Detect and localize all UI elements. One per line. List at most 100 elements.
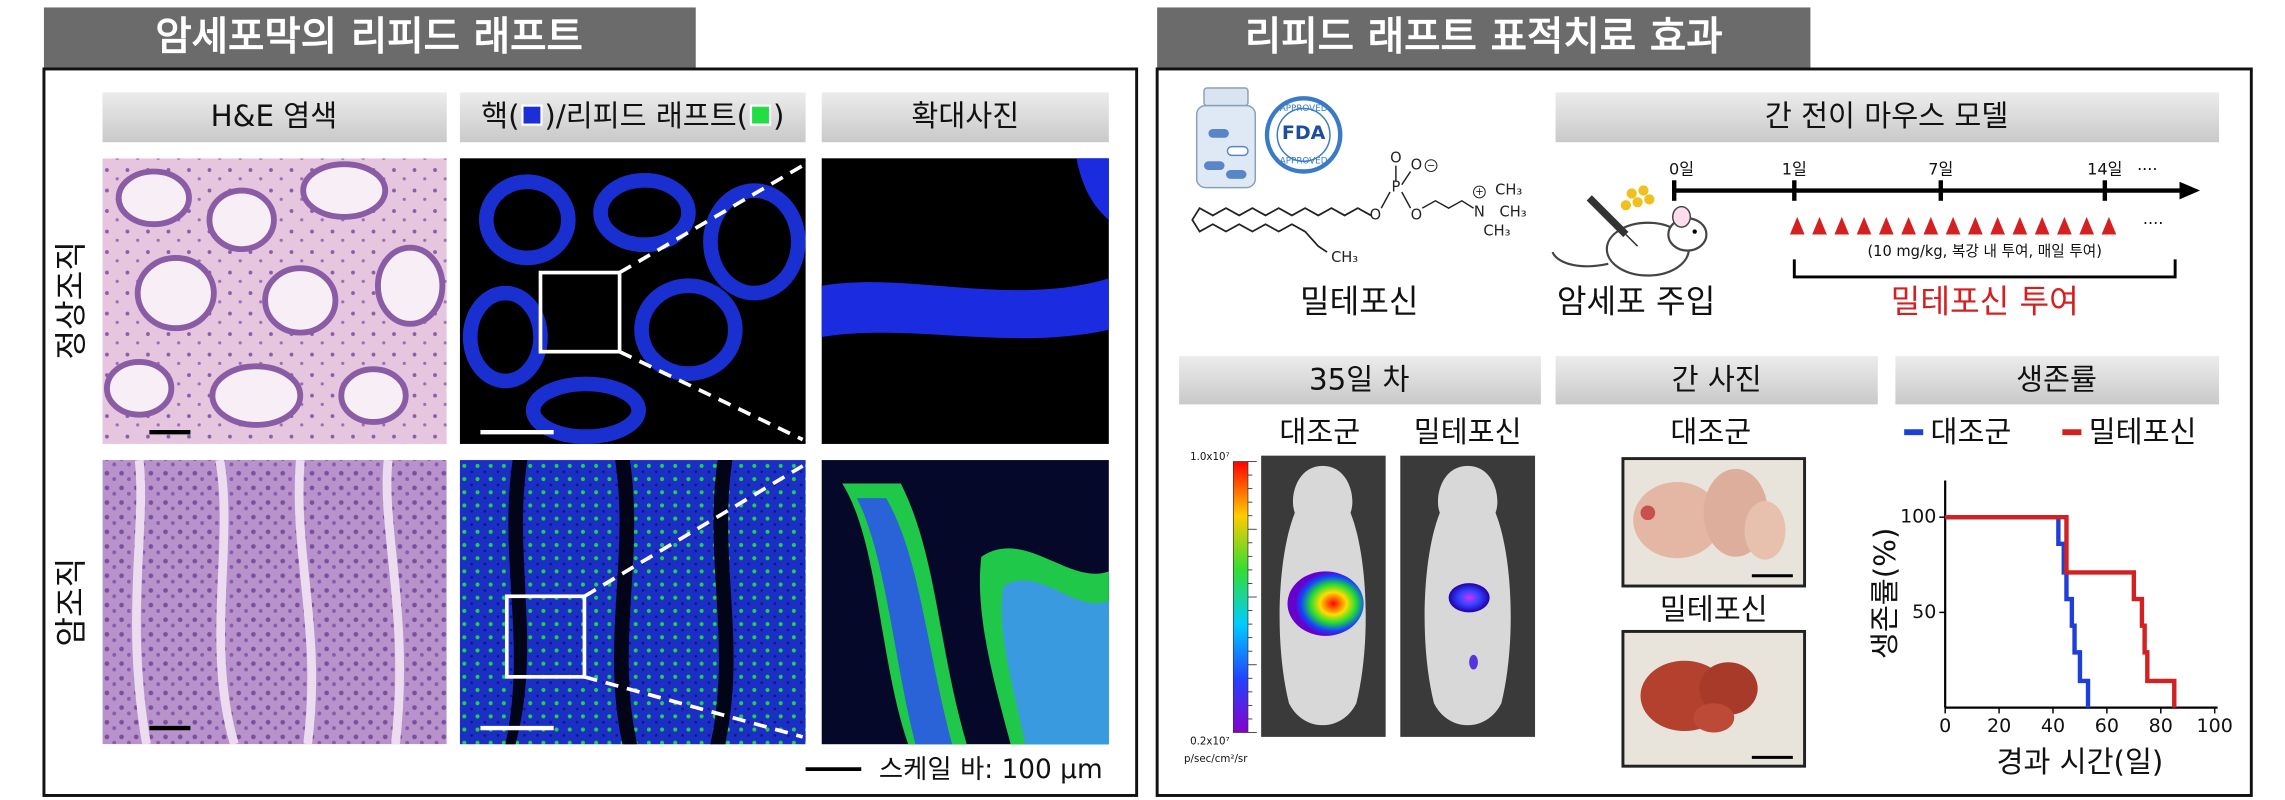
mouse-icon-part [1551,251,1609,268]
row-label: 암조직 [52,558,90,647]
liver-image-control-part [1640,505,1656,521]
chemical-structure-part [1191,206,1372,253]
bottle-icon-part [1204,161,1225,171]
he-cancer-image [102,460,447,745]
fluor-cancer-image-part-part [505,460,528,745]
colorbar-unit: p/sec/cm²/sr [1184,753,1248,765]
mouse-image-control-part [1287,571,1364,636]
fluor-normal-image-part [538,270,622,354]
dose-marker [1968,216,1983,235]
mouse-icon-part [1626,188,1637,199]
x-axis-label: 경과 시간(일) [1997,745,2164,779]
atom: O [1390,149,1402,166]
bottle-icon-part [1203,87,1249,107]
scale-bar-label: 스케일 바: 100 μm [879,755,1103,785]
dose-marker [1789,216,1805,235]
left-panel-part [102,92,447,143]
dose-marker [2034,216,2050,235]
section-header: 생존률 [2016,362,2097,396]
colorbar-min: 0.2x10⁷ [1190,735,1230,747]
group-label: 대조군 [1670,415,1751,449]
legend-label: 대조군 [1931,415,2012,449]
group-label: 대조군 [1279,415,1360,449]
he-cancer-image-part-part [382,460,405,745]
fluor-normal-image-part-part [593,172,696,253]
x-tick-label: 20 [1987,715,2011,737]
header-part: 핵( [481,99,519,133]
dose-label: (10 mg/kg, 복강 내 투여, 매일 투여) [1867,243,2102,260]
column-header-part [521,104,543,126]
he-normal-image-part-part [338,366,409,425]
atom: N [1474,204,1485,221]
zoom-normal-image-part [821,278,1109,339]
bottle-icon-part [1225,170,1247,179]
he-normal-image-part-part [134,254,217,332]
fda-badge: APPROVED FDA APPROVED [1264,96,1343,174]
left-panel-part [583,675,804,739]
mouse-icon-part [1586,195,1629,238]
dose-marker [1878,216,1894,235]
bottle-icon-part [1195,104,1257,189]
x-tick-label: 100 [2197,715,2233,737]
right-panel: 리피드 래프트 표적치료 효과 APPROVED FDA APPROVED O … [1155,7,2253,797]
he-normal-image-part-part [206,187,277,253]
zoom-normal-image-part [1076,158,1109,220]
atom: O [1411,157,1423,174]
left-panel-part [42,67,1139,797]
fda-badge-part [1276,107,1331,162]
liver-image-treated-part [1693,703,1735,733]
x-tick-label: 40 [2041,715,2065,737]
chemical-structure-part [1401,171,1412,186]
fluor-cancer-image-part [504,594,587,679]
fluor-cancer-image [459,460,806,745]
left-panel-part [459,92,806,143]
badge-text: APPROVED [1280,104,1328,114]
he-cancer-image-part [132,460,405,745]
right-panel-part [1895,356,2220,405]
chemical-structure-part [1421,199,1474,209]
timeline: 0일 1일 7일 14일 ···· ···· (10 mg/kg, 복강 내 투… [1669,160,2201,279]
group-label: 밀테포신 [1660,592,1768,626]
atom: O [1370,206,1382,223]
badge-text: FDA [1282,122,1326,144]
header-part: ) [773,99,784,133]
dose-marker [2057,216,2072,235]
row-label: 정상조직 [52,241,90,360]
left-panel-part [618,164,804,275]
dose-marker [1812,216,1827,235]
day-label: 0일 [1669,160,1694,179]
he-normal-image [102,158,447,444]
he-cancer-image-part-part [294,460,317,745]
zoom-cancer-image [821,460,1109,745]
bottle-icon-part [1208,129,1229,138]
mouse-image-treated [1400,455,1536,737]
fluor-cancer-image-part [505,460,734,745]
column-header: 확대사진 [911,99,1019,133]
colorbar-max: 1.0x10⁷ [1190,451,1230,463]
dose-marker [1901,216,1916,235]
he-normal-image-part [103,161,446,428]
he-normal-image-part-part [262,265,339,336]
fluor-normal-image-part-part [478,174,576,266]
bottle-icon-part [1226,145,1249,157]
liver-image-control-part [1633,482,1722,559]
atom: CH₃ [1483,223,1510,240]
liver-image-treated-part [1699,662,1758,715]
liver-image-control-part [1744,501,1786,560]
fluor-cancer-image-part-part [710,460,734,745]
mouse-icon-part [1625,233,1639,247]
mouse-image-treated-part [1469,654,1478,670]
zoom-cancer-image-part [1001,580,1109,745]
zoom-cancer-image-part [856,498,953,745]
x-tick-label: 80 [2149,715,2173,737]
atom: CH₃ [1500,204,1527,221]
charge: + [1475,186,1484,198]
chemical-structure: O P O O O N CH₃ CH₃ CH₃ CH₃ + − [1191,149,1527,266]
he-cancer-image-part-part [215,460,239,745]
he-normal-image-part-part [374,244,446,327]
day-label: 7일 [1928,160,1953,179]
legend-label: 밀테포신 [2089,415,2197,449]
mouse-icon-part [1692,229,1697,234]
left-panel: 암세포막의 리피드 래프트 H&E 염색 핵( )/리피드 래프트( ) 확대사… [42,7,1139,797]
